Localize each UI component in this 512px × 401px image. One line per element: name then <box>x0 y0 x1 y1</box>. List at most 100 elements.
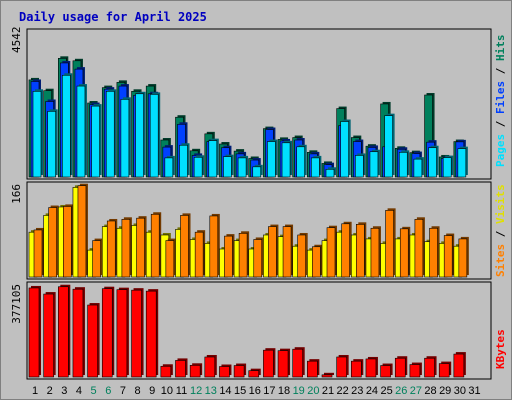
bottom-kbytes-bar-12 <box>189 364 201 378</box>
day-label-4: 4 <box>76 385 82 397</box>
middle-sites-bar-16 <box>253 239 263 278</box>
bottom-kbytes-bar-24 <box>365 358 377 378</box>
bottom-kbytes-bar-14 <box>219 366 230 378</box>
top-pages-bar-19 <box>296 146 306 178</box>
middle-sites-bar-28 <box>429 227 438 278</box>
day-label-10: 10 <box>161 385 173 397</box>
bottom-kbytes-bar-20 <box>307 360 318 378</box>
bottom-kbytes-bar-30 <box>453 353 465 378</box>
day-label-24: 24 <box>366 385 378 397</box>
top-panel: 4542 Pages / Files / Hits <box>10 27 507 180</box>
bottom-kbytes-bar-4 <box>72 288 84 378</box>
bottom-kbytes-bar-19 <box>292 348 304 378</box>
top-pages-bar-22 <box>340 121 349 178</box>
bottom-kbytes-bar-16 <box>248 370 260 378</box>
day-label-31: 31 <box>468 385 480 397</box>
day-label-27: 27 <box>410 385 422 397</box>
day-label-5: 5 <box>91 385 97 397</box>
bottom-kbytes-bar-21-shadow <box>324 372 334 375</box>
top-pages-bar-13 <box>208 140 218 178</box>
day-label-3: 3 <box>61 385 67 397</box>
middle-legend: Sites / Visits <box>494 184 507 277</box>
bottom-kbytes-bar-3 <box>57 286 69 378</box>
bottom-max-label: 377105 <box>10 284 23 324</box>
middle-sites-bar-10 <box>165 240 175 278</box>
top-legend: Pages / Files / Hits <box>494 35 507 168</box>
day-label-18: 18 <box>278 385 290 397</box>
day-label-17: 17 <box>263 385 275 397</box>
legend-hits: Hits <box>494 35 507 62</box>
top-pages-bar-20 <box>311 157 320 178</box>
day-label-30: 30 <box>454 385 466 397</box>
day-axis-labels: 1 2 3 4 5 6 7 8 9 10 11 12 13 14 15 16 17 18 19 20 21 22 23 24 2… <box>32 385 481 397</box>
top-pages-bar-6 <box>105 91 115 178</box>
day-label-8: 8 <box>134 385 140 397</box>
day-label-25: 25 <box>380 385 392 397</box>
legend-sep-1: / <box>494 114 507 134</box>
bottom-kbytes-bar-2 <box>43 293 54 378</box>
day-label-11: 11 <box>176 385 187 397</box>
legend-pages: Pages <box>494 134 507 167</box>
day-label-23: 23 <box>351 385 363 397</box>
day-label-1: 1 <box>32 385 38 397</box>
bottom-kbytes-bar-1 <box>28 287 40 378</box>
bottom-kbytes-bar-15 <box>233 365 245 378</box>
bottom-kbytes-bar-26 <box>394 357 406 378</box>
middle-sites-bar-14 <box>224 235 233 278</box>
top-pages-bar-3 <box>61 74 71 178</box>
middle-sites-bar-18 <box>282 226 292 278</box>
bottom-kbytes-bar-21 <box>321 374 333 378</box>
bottom-kbytes-bar-28 <box>424 357 435 378</box>
day-label-22: 22 <box>337 385 349 397</box>
middle-sites-bar-27 <box>414 218 424 278</box>
middle-sites-bar-2 <box>48 207 57 278</box>
top-bars <box>28 56 468 178</box>
day-label-19: 19 <box>293 385 305 397</box>
top-pages-bar-7 <box>120 99 130 178</box>
day-label-20: 20 <box>307 385 319 397</box>
bottom-kbytes-bar-9 <box>145 290 157 378</box>
day-label-26: 26 <box>395 385 407 397</box>
middle-sites-bar-12 <box>194 231 204 278</box>
middle-sites-bar-7 <box>121 218 131 278</box>
day-label-15: 15 <box>234 385 246 397</box>
bottom-kbytes-bar-18 <box>277 350 289 378</box>
top-pages-bar-28 <box>428 147 437 178</box>
top-pages-bar-4 <box>76 85 86 178</box>
top-pages-bar-5 <box>91 105 100 178</box>
middle-sites-bar-26 <box>399 228 409 278</box>
bottom-kbytes-bar-27 <box>409 364 421 378</box>
top-pages-bar-18 <box>281 142 291 178</box>
middle-sites-bar-4 <box>77 185 87 278</box>
middle-max-label: 166 <box>10 184 23 204</box>
bottom-kbytes-bar-8 <box>131 289 142 378</box>
chart-title: Daily usage for April 2025 <box>19 10 207 24</box>
bottom-kbytes-bar-29 <box>438 363 450 378</box>
bottom-kbytes-bar-6 <box>101 288 113 378</box>
middle-sites-bar-3 <box>62 206 72 278</box>
middle-sites-bar-19 <box>297 234 307 278</box>
day-label-9: 9 <box>149 385 155 397</box>
top-pages-bar-30 <box>457 148 467 178</box>
middle-sites-bar-30 <box>458 238 468 278</box>
middle-sites-bar-6 <box>106 220 116 278</box>
bottom-kbytes-bar-7 <box>116 289 128 378</box>
top-pages-bar-26 <box>398 152 408 178</box>
bottom-kbytes-bar-13 <box>204 356 216 378</box>
top-pages-bar-2 <box>47 111 56 178</box>
top-pages-bar-9 <box>149 94 159 178</box>
middle-bars <box>28 183 469 278</box>
top-pages-bar-10 <box>164 157 174 178</box>
bottom-kbytes-bar-22 <box>336 356 347 378</box>
bottom-kbytes-bar-10 <box>160 365 172 378</box>
day-label-28: 28 <box>424 385 436 397</box>
top-pages-bar-29 <box>442 157 452 178</box>
middle-sites-bar-23 <box>355 224 365 278</box>
bottom-kbytes-bar-23 <box>350 360 362 378</box>
legend-sep-3: / <box>494 224 507 244</box>
middle-sites-bar-8 <box>136 217 145 278</box>
top-pages-bar-24 <box>369 151 379 178</box>
day-label-21: 21 <box>322 385 334 397</box>
